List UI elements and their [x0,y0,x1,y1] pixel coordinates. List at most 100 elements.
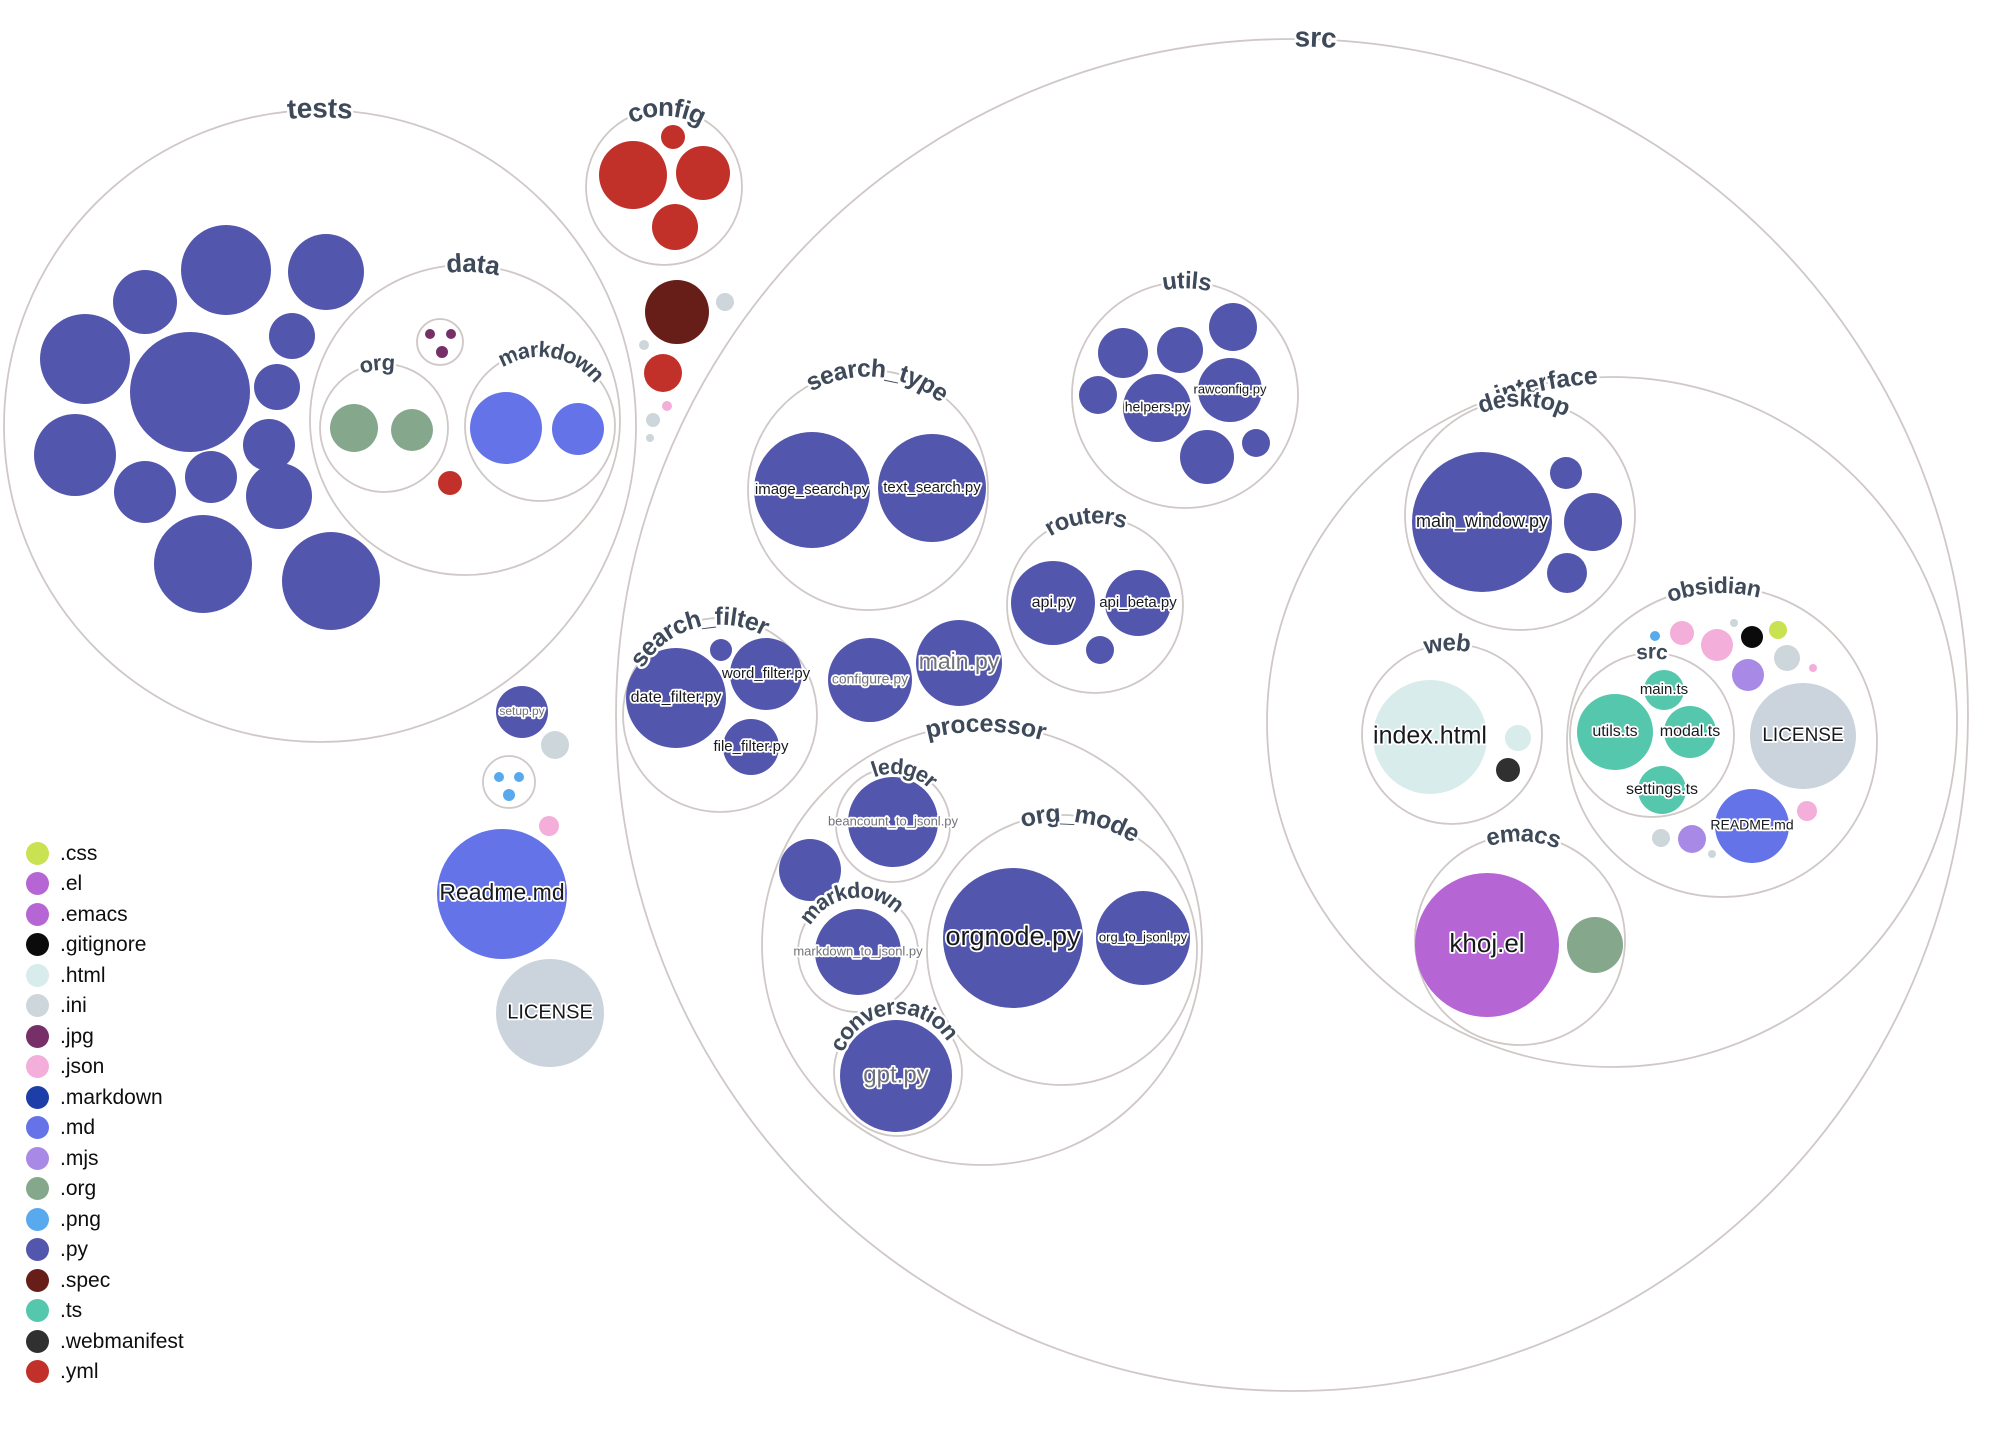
file-label-file_filter.py: file_filter.py [713,738,789,755]
file-circle-ini-file [1652,829,1670,847]
folder-circle-routers [1006,516,1184,694]
file-label-README.md: README.md [1710,817,1793,833]
file-circle-index.html [1373,680,1487,794]
file-circle-png-file [503,789,515,801]
folder-label-processor: processor [923,710,1050,747]
file-circle-py-file [1242,429,1270,457]
legend-item-spec: .spec [26,1265,184,1296]
file-label-setup.py: setup.py [499,704,544,718]
file-circle-py-file [288,234,364,310]
file-label-khoj.el: khoj.el [1449,928,1524,958]
file-circle-py-file [1157,327,1203,373]
file-label-main.ts: main.ts [1640,681,1688,698]
folder-circle-utils [1071,281,1299,509]
legend-swatch-icon [26,1177,49,1201]
file-circle-yml-file [652,204,698,250]
file-extension-legend: .css .el .emacs .gitignore .html .ini .jpg .jso… [26,838,184,1387]
folder-circle-web [1361,643,1543,825]
legend-item-emacs: .emacs [26,899,184,930]
folder-circle-emacs [1414,834,1626,1046]
legend-label: .spec [60,1268,111,1292]
folder-circle-interface [1266,376,1958,1068]
folder-circle-ledger [835,767,951,883]
legend-label: .el [60,872,83,896]
folder-circle-search_type [747,369,989,611]
file-circle-png-file [494,772,504,782]
legend-label: .jpg [60,1024,94,1048]
folder-circle-data [309,264,621,576]
file-circle-date_filter.py [626,648,726,748]
legend-label: .md [60,1116,96,1140]
legend-item-org: .org [26,1174,184,1205]
file-circle-html-file [1505,725,1531,751]
folder-circle-markdown [797,891,919,1013]
file-circle-rawconfig.py [1198,358,1262,422]
legend-label: .png [60,1207,101,1231]
legend-swatch-icon [26,872,49,896]
file-circle-README.md [1715,789,1789,863]
legend-swatch-icon [26,1024,49,1048]
file-circle-json-file [1701,629,1733,661]
file-circle-ini-file [639,340,649,350]
file-circle-mjs-file [1732,659,1764,691]
file-circle-py-file [1098,328,1148,378]
legend-label: .webmanifest [60,1329,184,1353]
legend-swatch-icon [26,1116,49,1140]
file-circle-json-file [1809,664,1817,672]
legend-label: .ini [60,994,87,1018]
legend-item-mjs: .mjs [26,1143,184,1174]
folder-label-utils: utils [1160,267,1213,297]
file-circle-json-file [1797,801,1817,821]
file-circle-settings.ts [1638,766,1686,814]
file-circle-py-file [113,270,177,334]
legend-label: .yml [60,1360,99,1384]
file-circle-mjs-file [1678,825,1706,853]
folder-label-routers: routers [1040,502,1131,542]
legend-swatch-icon [26,1268,49,1292]
legend-swatch-icon [26,1360,49,1384]
file-circle-file_filter.py [723,719,779,775]
legend-item-markdown: .markdown [26,1082,184,1113]
file-circle-ini-file [1708,850,1716,858]
file-circle-LICENSE [1750,683,1856,789]
file-circle-yml-file [599,141,667,209]
file-circle-py-file [710,639,732,661]
folder-circle-search_filter [622,617,818,813]
file-circle-jpg-file [436,346,448,358]
legend-item-md: .md [26,1113,184,1144]
file-circle-ini-file [1774,645,1800,671]
file-circle-org-file [330,404,378,452]
file-circle-py-file [1547,553,1587,593]
file-circle-md-file [470,392,542,464]
file-circle-py-file [254,364,300,410]
file-circle-py-file [181,225,271,315]
legend-item-py: .py [26,1235,184,1266]
legend-swatch-icon [26,963,49,987]
file-circle-yml-file [661,125,685,149]
legend-label: .html [60,963,106,987]
legend-swatch-icon [26,933,49,957]
file-circle-py-file [40,314,130,404]
file-circle-yml-file [644,354,682,392]
file-circle-utils.ts [1577,694,1653,770]
file-label-api_beta.py: api_beta.py [1099,594,1177,611]
file-circle-py-file [1086,636,1114,664]
file-label-LICENSE: LICENSE [1762,725,1843,746]
file-circle-yml-file [676,146,730,200]
file-circle-py-file [1550,457,1582,489]
file-circle-main.ts [1644,670,1684,710]
legend-label: .py [60,1238,89,1262]
file-label-settings.ts: settings.ts [1626,781,1698,798]
file-circle-api_beta.py [1105,570,1171,636]
file-circle-ini-file [646,434,654,442]
legend-label: .css [60,841,98,865]
file-circle-text_search.py [878,434,986,542]
file-circle-ini-file [541,731,569,759]
file-circle-gitignore-file [1741,626,1763,648]
legend-item-ini: .ini [26,991,184,1022]
legend-item-json: .json [26,1052,184,1083]
folder-circle-desktop [1404,399,1636,631]
legend-item-png: .png [26,1204,184,1235]
file-circle-beancount_to_jsonl.py [848,777,938,867]
